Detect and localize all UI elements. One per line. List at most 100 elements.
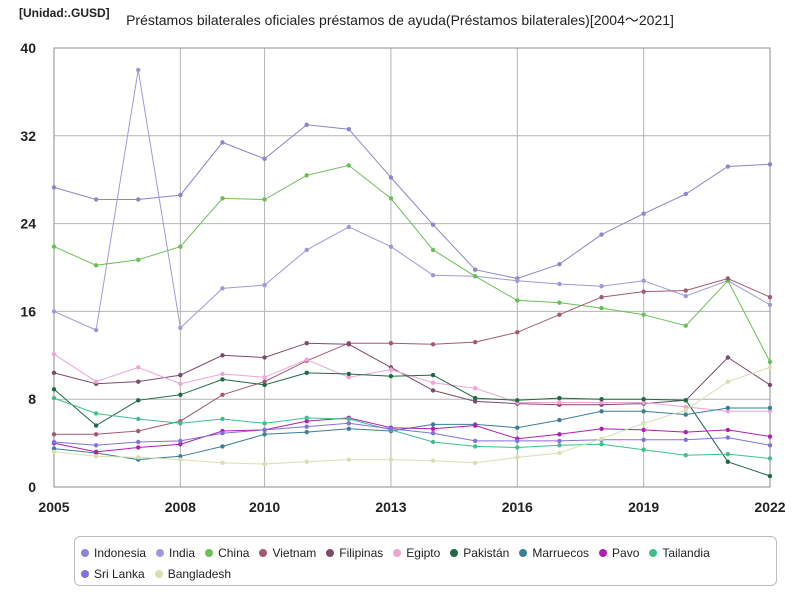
data-point-bangladesh [93,454,99,459]
legend-marker-icon [599,548,608,557]
data-point-bangladesh [388,457,394,462]
data-point-vietnam [683,288,688,293]
data-point-filipinas [472,399,478,404]
data-point-bangladesh [430,458,436,463]
data-point-tailandia [515,445,520,450]
data-point-india [430,272,436,278]
legend: Indonesia India China Vietnam Filipinas Egipt… [74,536,777,586]
data-point-india [767,302,773,308]
series-indonesia [51,122,773,281]
data-point-pavo [136,445,141,450]
data-point-indonesia [683,191,688,197]
series-marruecos [51,405,773,462]
legend-label: Indonesia [94,545,147,560]
legend-marker-icon [154,569,163,578]
data-point-sri-lanka [515,438,520,444]
data-point-bangladesh [557,450,562,456]
data-point-indonesia [641,211,646,216]
data-point-bangladesh [51,449,57,455]
series-china [51,163,773,365]
data-point-pavo [430,426,436,432]
data-point-egipto [93,379,99,384]
legend-marker-icon [393,548,402,557]
data-point-china [51,244,57,249]
legend-marker-icon [450,548,459,557]
data-point-sri-lanka [178,438,183,444]
x-axis: 2005 2008 2010 2013 2016 2019 2022 [38,499,785,515]
legend-marker-icon [259,548,268,557]
x-tick-label: 2022 [754,499,785,515]
legend-item-bangladesh: Bangladesh [154,567,231,581]
legend-marker-icon [649,548,658,557]
data-point-china [220,196,225,201]
legend-marker-icon [205,548,214,557]
data-point-vietnam [430,342,436,347]
unit-label: [Unidad:.GUSD] [19,6,110,20]
legend-label: Pavo [612,545,640,560]
data-point-pavo [557,432,562,437]
legend-label: China [218,545,250,560]
data-point-sri-lanka [641,437,646,443]
data-point-marruecos [683,412,688,417]
data-point-china [304,173,309,178]
data-point-pakistan [346,371,352,377]
data-point-india [51,309,57,314]
data-point-pavo [93,449,99,455]
y-tick-label: 0 [28,479,36,495]
series-line-pavo [53,417,771,453]
legend-marker-icon [519,548,528,557]
data-point-marruecos [346,426,352,432]
data-point-sri-lanka [136,439,141,445]
data-point-tailandia [472,444,478,449]
data-point-marruecos [557,417,562,423]
data-point-pakistan [178,392,183,398]
data-point-india [388,244,394,249]
legend-label: Pakistán [463,545,510,560]
y-tick-label: 24 [20,216,36,232]
series-line-indonesia [53,124,771,280]
data-point-indonesia [304,122,309,128]
data-point-china [515,298,520,303]
data-point-bangladesh [220,460,225,466]
data-point-tailandia [346,416,352,422]
legend-item-indonesia: Indonesia [81,546,146,560]
data-point-china [641,312,646,317]
series-bangladesh [51,365,773,467]
data-point-egipto [178,381,183,387]
data-point-vietnam [136,428,141,434]
data-point-marruecos [430,422,436,427]
data-point-sri-lanka [557,438,562,444]
legend-label: Filipinas [339,545,384,560]
data-point-bangladesh [178,457,183,462]
legend-row: Sri Lanka Bangladesh [81,563,776,584]
data-point-india [93,327,99,333]
data-point-vietnam [767,294,773,300]
data-point-tailandia [767,456,773,461]
x-tick-label: 2008 [165,499,196,515]
data-point-china [346,163,352,168]
data-point-indonesia [136,197,141,202]
legend-label: Tailandia [662,545,710,560]
data-point-sri-lanka [430,431,436,436]
data-point-marruecos [515,425,520,430]
data-point-bangladesh [304,459,309,464]
series-india [51,67,773,333]
x-tick-label: 2013 [375,499,406,515]
data-point-china [599,305,604,311]
data-point-egipto [599,400,604,405]
data-point-india [515,278,520,283]
data-point-pakistan [599,397,604,402]
series-line-vietnam [54,277,771,435]
data-point-tailandia [683,452,688,458]
data-point-indonesia [388,175,394,180]
data-point-bangladesh [472,460,478,466]
data-point-filipinas [178,372,183,378]
data-point-filipinas [51,370,57,376]
data-point-india [557,281,562,287]
data-point-indonesia [767,162,773,167]
y-tick-label: 16 [20,303,36,319]
data-point-tailandia [93,411,99,416]
data-point-pakistan [767,473,773,479]
plot-area-border [53,47,771,488]
